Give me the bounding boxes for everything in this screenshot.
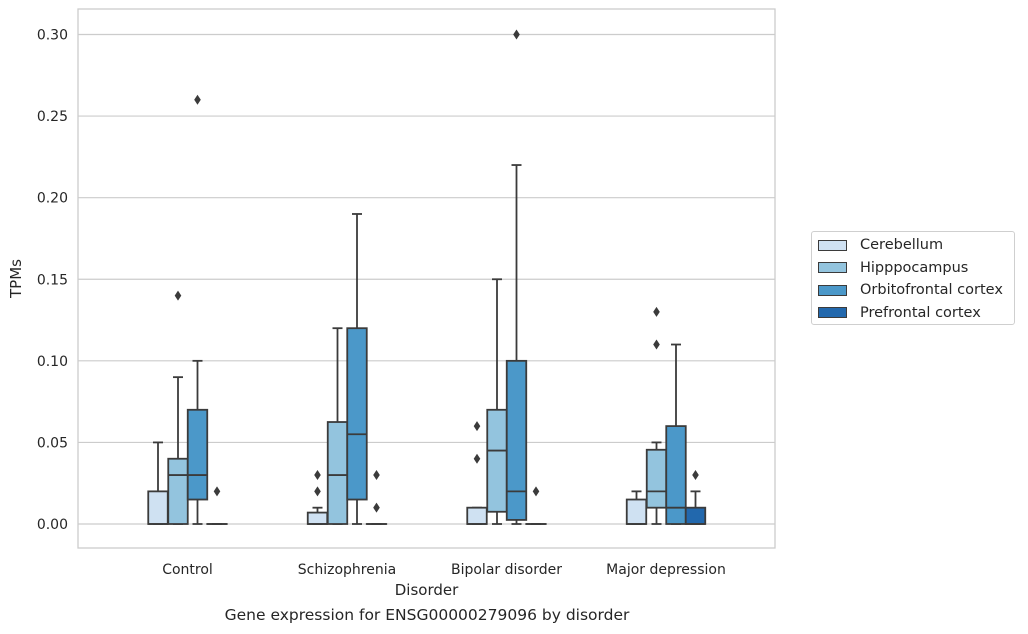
box-prefrontal-cortex (684, 470, 707, 525)
legend-swatch (818, 239, 847, 251)
outlier-point (174, 290, 182, 301)
box-body (645, 448, 668, 509)
y-tick-labels: 0.00 0.05 0.10 0.15 0.20 0.25 0.30 (37, 28, 68, 534)
box-cerebellum (466, 421, 488, 525)
outlier-point (473, 421, 481, 432)
x-axis-label: Disorder (395, 581, 459, 599)
box-prefrontal-cortex (365, 470, 388, 525)
x-tick-label: Major depression (606, 562, 726, 578)
legend-swatch (818, 262, 847, 274)
outlier-point (532, 486, 540, 497)
outlier-point (692, 470, 699, 481)
box-body (625, 498, 648, 525)
box-cerebellum (625, 490, 648, 525)
outlier-point (373, 502, 380, 513)
outlier-point (314, 486, 321, 497)
y-tick-label: 0.15 (37, 272, 68, 288)
box-orbitofrontal-cortex (505, 29, 528, 525)
box-body (306, 511, 329, 525)
x-tick-label: Schizophrenia (298, 562, 396, 578)
legend-item: Cerebellum (818, 234, 1014, 257)
legend-item: Hipppocampus (818, 257, 1014, 280)
plot-frame (77, 8, 776, 549)
y-tick-label: 0.20 (37, 191, 68, 207)
legend-label: Prefrontal cortex (860, 304, 981, 321)
box-hipppocampus (326, 327, 349, 525)
box-prefrontal-cortex (206, 486, 228, 525)
box-body (466, 506, 488, 525)
legend-item: Prefrontal cortex (818, 302, 1014, 325)
legend-label: Orbitofrontal cortex (860, 282, 1003, 299)
box-body (167, 457, 189, 525)
box-body (486, 408, 508, 513)
outlier-point (314, 470, 321, 481)
x-tick-label: Control (162, 562, 213, 578)
legend-label: Hipppocampus (860, 259, 969, 276)
box-body (186, 408, 209, 501)
outlier-point (194, 94, 201, 105)
box-prefrontal-cortex (525, 486, 547, 525)
y-tick-label: 0.05 (37, 435, 68, 451)
legend-label: Cerebellum (860, 237, 944, 254)
box-body (505, 359, 528, 521)
outlier-point (473, 453, 481, 464)
x-tick-labels: Control Schizophrenia Bipolar disorder Majo… (162, 562, 726, 578)
x-tick-label: Bipolar disorder (451, 562, 562, 578)
box-body (684, 506, 707, 525)
legend-swatch (818, 284, 847, 296)
box-cerebellum (147, 441, 169, 525)
chart-caption: Gene expression for ENSG00000279096 by d… (224, 606, 630, 624)
chart-legend: Cerebellum Hipppocampus Orbitofrontal cort… (811, 231, 1015, 325)
box-body (346, 327, 368, 501)
outlier-point (213, 486, 221, 497)
outlier-point (653, 306, 660, 317)
y-tick-label: 0.10 (37, 354, 68, 370)
outlier-point (373, 470, 380, 481)
box-orbitofrontal-cortex (346, 213, 368, 525)
box-layer (147, 29, 707, 525)
y-tick-label: 0.30 (37, 28, 68, 44)
box-body (326, 421, 349, 525)
box-hipppocampus (645, 306, 668, 525)
box-body (147, 490, 169, 525)
box-hipppocampus (167, 290, 189, 525)
y-axis-label: TPMs (7, 259, 25, 299)
box-body (665, 425, 687, 525)
outlier-point (513, 29, 520, 40)
legend-swatch (818, 307, 847, 319)
box-hipppocampus (486, 278, 508, 525)
box-orbitofrontal-cortex (665, 343, 687, 525)
box-orbitofrontal-cortex (186, 94, 209, 525)
legend-item: Orbitofrontal cortex (818, 279, 1014, 302)
y-tick-label: 0.25 (37, 109, 68, 125)
outlier-point (653, 339, 660, 350)
box-cerebellum (306, 470, 329, 525)
y-tick-label: 0.00 (37, 517, 68, 533)
